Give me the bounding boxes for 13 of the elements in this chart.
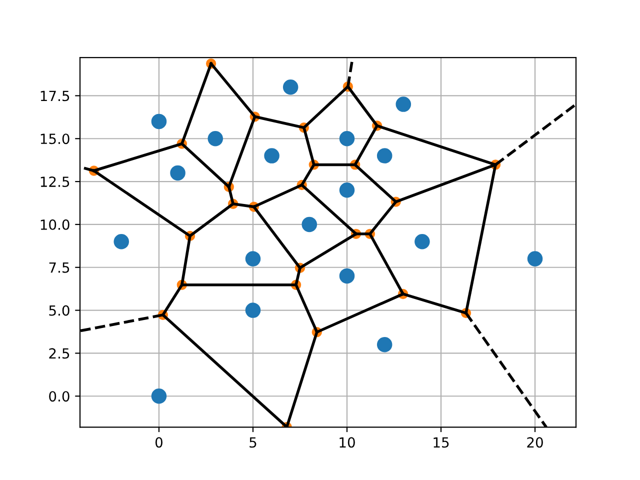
x-tick-label: 0	[155, 437, 162, 448]
x-tick-label: 20	[527, 437, 543, 448]
y-tick-label: 15.0	[40, 134, 70, 144]
x-tick-label: 15	[434, 437, 449, 448]
y-tick-label: 10.0	[40, 219, 70, 230]
y-tick-label: 2.5	[49, 348, 70, 359]
y-tick-label: 5.0	[49, 305, 70, 316]
y-tick-label: 7.5	[49, 262, 70, 273]
y-tick-label: 17.5	[40, 90, 70, 102]
y-tick-label: 0.0	[49, 391, 70, 402]
y-tick-label: 12.5	[40, 176, 70, 188]
x-tick-label: 10	[340, 437, 355, 448]
x-tick-label: 5	[250, 437, 256, 448]
